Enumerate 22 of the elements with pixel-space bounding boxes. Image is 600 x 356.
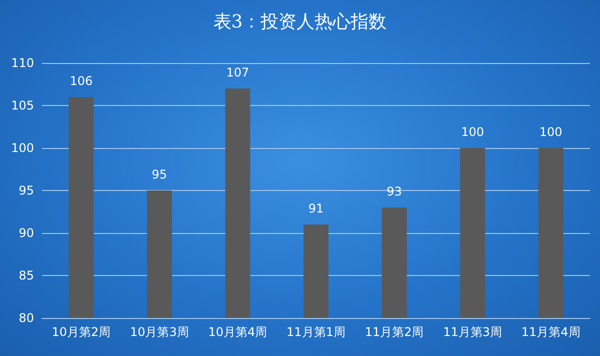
data-label: 107	[226, 66, 250, 80]
data-label: 91	[308, 202, 324, 216]
y-tick-label: 90	[18, 226, 34, 240]
y-tick-label: 100	[11, 141, 34, 155]
data-label: 95	[152, 168, 168, 182]
chart-title: 表3：投资人热心指数	[213, 12, 387, 32]
y-tick-label: 95	[18, 184, 34, 198]
x-tick-label: 11月第1周	[286, 325, 346, 339]
y-tick-label: 110	[11, 56, 34, 70]
x-tick-label: 11月第4周	[521, 325, 580, 339]
data-label: 100	[461, 125, 484, 139]
x-tick-label: 10月第2周	[52, 325, 111, 339]
x-tick-label: 11月第3周	[443, 325, 502, 339]
y-tick-label: 85	[18, 268, 34, 282]
y-tick-label: 105	[11, 98, 34, 112]
y-tick-label: 80	[18, 311, 34, 325]
data-label: 93	[386, 184, 402, 198]
x-tick-label: 11月第2周	[364, 325, 424, 339]
data-label: 100	[539, 125, 562, 139]
x-tick-label: 10月第4周	[208, 325, 268, 339]
x-tick-label: 10月第3周	[130, 325, 189, 339]
data-label: 106	[70, 74, 93, 88]
